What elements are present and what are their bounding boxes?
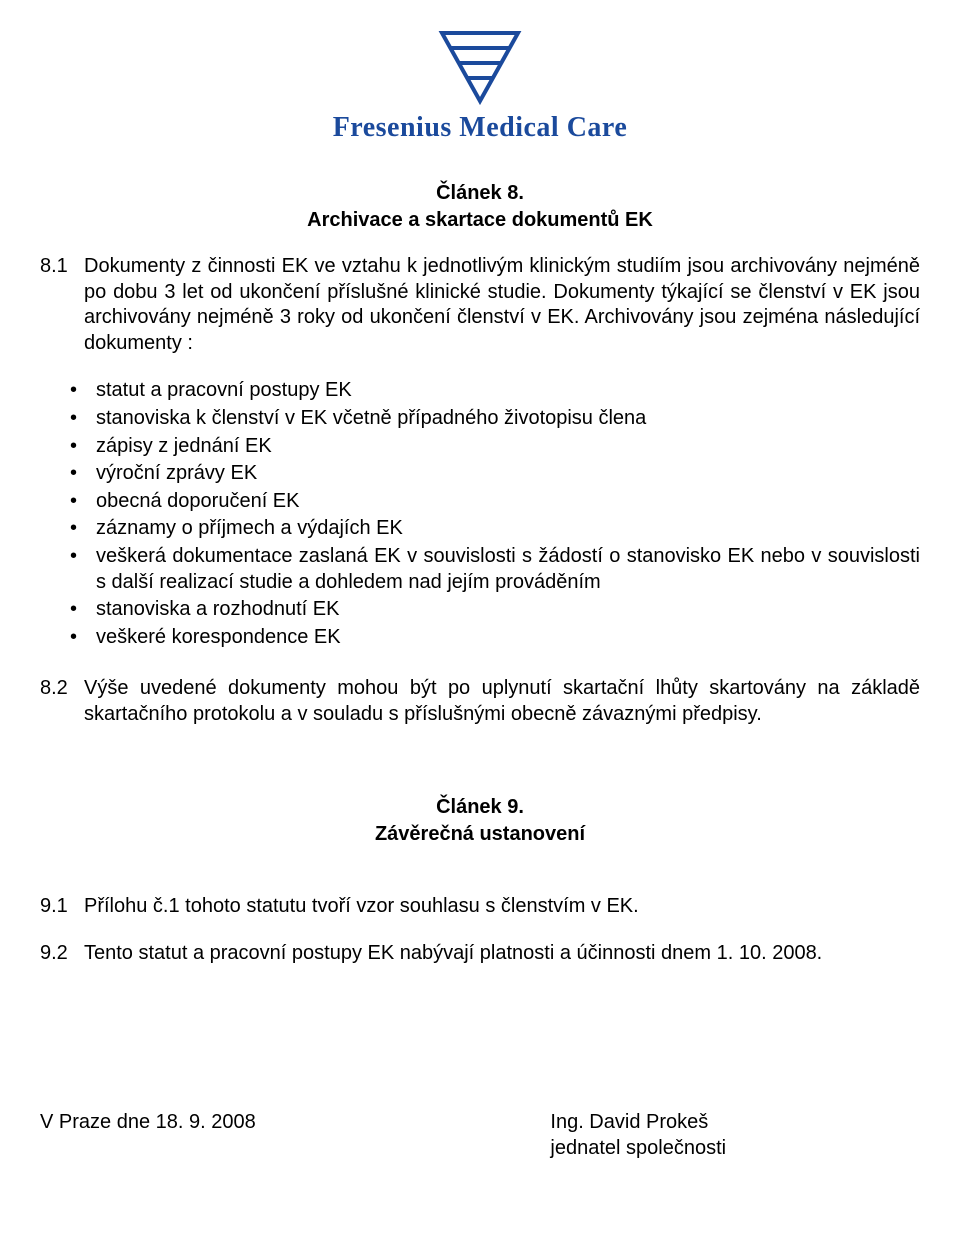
article-9-title-line1: Článek 9. <box>40 794 920 821</box>
bullet-item: veškeré korespondence EK <box>70 625 920 651</box>
article-9-title-line2: Závěrečná ustanovení <box>40 821 920 848</box>
para-8-1-body: Dokumenty z činnosti EK ve vztahu k jedn… <box>84 254 920 356</box>
logo-triangle-icon <box>437 28 523 106</box>
para-9-2: 9.2 Tento statut a pracovní postupy EK n… <box>40 941 920 967</box>
para-9-2-body: Tento statut a pracovní postupy EK nabýv… <box>84 941 920 967</box>
para-9-1: 9.1 Přílohu č.1 tohoto statutu tvoří vzo… <box>40 894 920 920</box>
bullet-item: obecná doporučení EK <box>70 489 920 515</box>
article-9-heading: Článek 9. Závěrečná ustanovení <box>40 794 920 848</box>
signature-block: V Praze dne 18. 9. 2008 Ing. David Proke… <box>40 1109 920 1161</box>
signature-name: Ing. David Prokeš <box>550 1109 920 1135</box>
para-8-2-number: 8.2 <box>40 676 74 727</box>
signature-role: jednatel společnosti <box>550 1135 920 1161</box>
para-8-1: 8.1 Dokumenty z činnosti EK ve vztahu k … <box>40 254 920 356</box>
article-8-title-line2: Archivace a skartace dokumentů EK <box>40 207 920 234</box>
bullet-item: výroční zprávy EK <box>70 461 920 487</box>
para-9-2-number: 9.2 <box>40 941 74 967</box>
article-8-bullet-list: statut a pracovní postupy EK stanoviska … <box>40 378 920 650</box>
para-9-1-number: 9.1 <box>40 894 74 920</box>
bullet-item: záznamy o příjmech a výdajích EK <box>70 516 920 542</box>
bullet-item: zápisy z jednání EK <box>70 434 920 460</box>
logo-block: Fresenius Medical Care <box>40 28 920 144</box>
article-8-title-line1: Článek 8. <box>40 180 920 207</box>
signature-place-date: V Praze dne 18. 9. 2008 <box>40 1109 550 1161</box>
para-8-2-body: Výše uvedené dokumenty mohou být po uply… <box>84 676 920 727</box>
bullet-item: stanoviska a rozhodnutí EK <box>70 597 920 623</box>
bullet-item: veškerá dokumentace zaslaná EK v souvisl… <box>70 544 920 595</box>
logo-text: Fresenius Medical Care <box>333 112 628 144</box>
bullet-item: stanoviska k členství v EK včetně případ… <box>70 406 920 432</box>
para-9-1-body: Přílohu č.1 tohoto statutu tvoří vzor so… <box>84 894 920 920</box>
para-8-2: 8.2 Výše uvedené dokumenty mohou být po … <box>40 676 920 727</box>
article-8-heading: Článek 8. Archivace a skartace dokumentů… <box>40 180 920 234</box>
para-8-1-number: 8.1 <box>40 254 74 356</box>
bullet-item: statut a pracovní postupy EK <box>70 378 920 404</box>
